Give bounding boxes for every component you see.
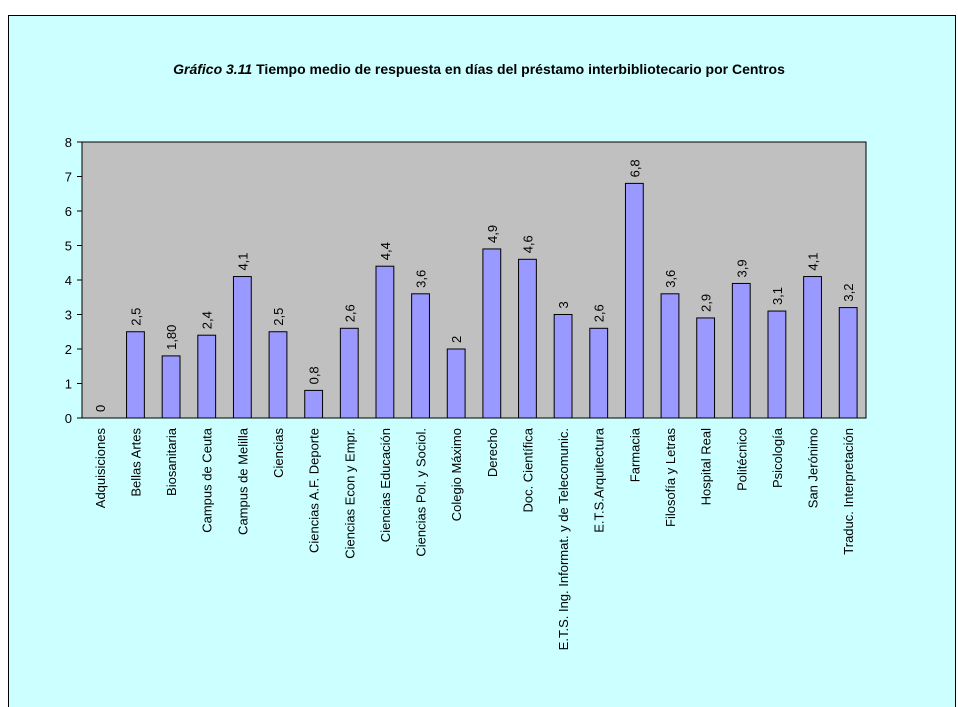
chart-title: Gráfico 3.11 Tiempo medio de respuesta e… xyxy=(96,58,862,80)
value-label: 2 xyxy=(449,336,464,343)
x-tick-label: E.T.S.Arquitectura xyxy=(592,427,607,533)
bar xyxy=(589,327,609,419)
value-label: 0 xyxy=(93,405,108,412)
value-label: 4,1 xyxy=(235,252,250,270)
title-prefix: Gráfico 3.11 xyxy=(173,61,253,77)
value-label: 3 xyxy=(556,301,571,308)
x-tick-label: Ciencias Pol. y Sociol. xyxy=(414,428,429,557)
x-tick-label: Biosanitaria xyxy=(164,427,179,496)
bar xyxy=(126,331,145,419)
y-tick-label: 6 xyxy=(65,204,72,219)
bar xyxy=(731,282,751,419)
bar xyxy=(696,317,716,419)
value-label: 1,80 xyxy=(164,325,179,350)
value-label: 3,6 xyxy=(663,270,678,288)
y-tick-label: 8 xyxy=(65,135,72,150)
bar xyxy=(375,265,395,419)
bar xyxy=(339,327,359,419)
x-tick-label: Farmacia xyxy=(627,427,642,482)
x-tick-label: Bellas Artes xyxy=(128,428,143,497)
value-label: 4,1 xyxy=(806,252,821,270)
x-tick-label: Psicología xyxy=(770,427,785,488)
x-tick-label: Ciencias A.F. Deporte xyxy=(307,428,322,553)
value-label: 6,8 xyxy=(627,159,642,177)
x-tick-label: Politécnico xyxy=(734,428,749,491)
x-tick-label: Ciencias Educación xyxy=(378,428,393,542)
bar xyxy=(446,348,466,419)
value-label: 2,5 xyxy=(271,308,286,326)
value-label: 3,2 xyxy=(841,284,856,302)
value-label: 3,9 xyxy=(734,259,749,277)
value-label: 3,6 xyxy=(414,270,429,288)
value-label: 4,4 xyxy=(378,242,393,260)
x-tick-label: Filosofía y Letras xyxy=(663,428,678,527)
x-tick-label: Adquisiciones xyxy=(93,428,108,509)
x-tick-label: Doc. Científica xyxy=(520,427,535,512)
value-label: 3,1 xyxy=(770,287,785,305)
bar xyxy=(268,331,288,419)
bar xyxy=(660,293,680,419)
value-label: 2,9 xyxy=(699,294,714,312)
bar xyxy=(411,293,430,419)
bar xyxy=(161,355,181,419)
value-label: 2,6 xyxy=(592,304,607,322)
y-tick-label: 3 xyxy=(65,308,72,323)
value-label: 2,5 xyxy=(128,308,143,326)
bar xyxy=(838,307,858,419)
x-tick-label: Campus de Ceuta xyxy=(200,427,215,533)
y-tick-label: 7 xyxy=(65,170,72,185)
bar xyxy=(482,248,502,419)
bar xyxy=(624,182,644,419)
value-label: 2,4 xyxy=(200,311,215,329)
x-tick-label: E.T.S. Ing. Informat. y de Telecomunic. xyxy=(556,428,571,650)
x-tick-label: Hospital Real xyxy=(699,428,714,505)
y-tick-label: 5 xyxy=(65,239,72,254)
title-text: Tiempo medio de respuesta en días del pr… xyxy=(256,61,785,77)
bar xyxy=(197,334,217,419)
x-tick-label: Campus de Melilla xyxy=(235,427,250,535)
bar xyxy=(803,276,822,419)
value-label: 2,6 xyxy=(342,304,357,322)
x-tick-label: Derecho xyxy=(485,428,500,477)
y-tick-label: 4 xyxy=(65,273,72,288)
x-tick-label: Ciencias xyxy=(271,428,286,478)
bar xyxy=(232,276,252,419)
bar xyxy=(553,314,573,419)
bar xyxy=(304,389,324,419)
bar xyxy=(767,310,787,419)
y-tick-label: 0 xyxy=(65,411,72,426)
value-label: 4,9 xyxy=(485,225,500,243)
x-tick-label: Colegio Máximo xyxy=(449,428,464,521)
y-tick-label: 1 xyxy=(65,377,72,392)
value-label: 0,8 xyxy=(307,366,322,384)
x-tick-label: Ciencias Econ y Empr. xyxy=(342,428,357,559)
y-tick-label: 2 xyxy=(65,342,72,357)
x-tick-label: San Jerónimo xyxy=(806,428,821,508)
value-label: 4,6 xyxy=(520,235,535,253)
bar xyxy=(518,258,537,419)
x-tick-label: Traduc. Interpretación xyxy=(841,428,856,555)
